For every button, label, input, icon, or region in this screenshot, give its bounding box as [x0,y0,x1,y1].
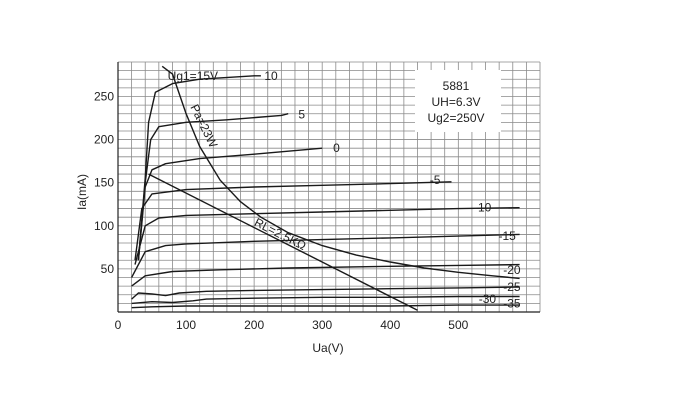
curve-label: -15 [498,229,516,243]
info-heater-voltage: UH=6.3V [431,95,480,109]
series-line [131,295,520,305]
curve-label: -5 [430,173,441,187]
series-line [134,207,520,265]
series-line [131,263,520,287]
series-line [130,233,520,278]
x-tick-label: 300 [312,318,332,332]
info-box: 5881 UH=6.3V Ug2=250V [415,70,501,132]
x-tick-label: 0 [115,318,122,332]
ug1-label: Ug1=15V [168,69,218,83]
curve-label: 5 [298,108,305,122]
x-tick-label: 200 [244,318,264,332]
y-tick-label: 200 [94,133,114,147]
series-line [137,75,261,261]
info-tube-type: 5881 [443,79,470,93]
series-line [131,286,520,300]
curve-label: -25 [503,280,521,294]
y-tick-label: 50 [101,262,115,276]
pa-curve-label: Pa=23W [187,102,220,150]
y-tick-label: 250 [94,89,114,103]
x-tick-label: 500 [448,318,468,332]
series-line [131,304,520,309]
grid [118,61,541,312]
y-tick-label: 150 [94,176,114,190]
y-tick-label: 100 [94,219,114,233]
info-box-frame [415,70,501,132]
x-tick-label: 400 [380,318,400,332]
curve-label: -20 [503,263,521,277]
curves [130,65,520,311]
x-tick-label: 100 [176,318,196,332]
load-line [148,173,418,311]
series-line [137,147,323,261]
curve-label: -10 [474,201,492,215]
info-screen-voltage: Ug2=250V [427,111,484,125]
series-line [137,113,289,261]
curve-label: 10 [264,69,278,83]
pa-curve-line [161,65,520,280]
series-line [134,181,452,261]
y-axis-title: Ia(mA) [75,174,89,210]
x-axis-title: Ua(V) [312,341,343,355]
curve-label: -35 [503,296,521,310]
curve-label: 0 [333,141,340,155]
curve-label: -30 [479,292,497,306]
